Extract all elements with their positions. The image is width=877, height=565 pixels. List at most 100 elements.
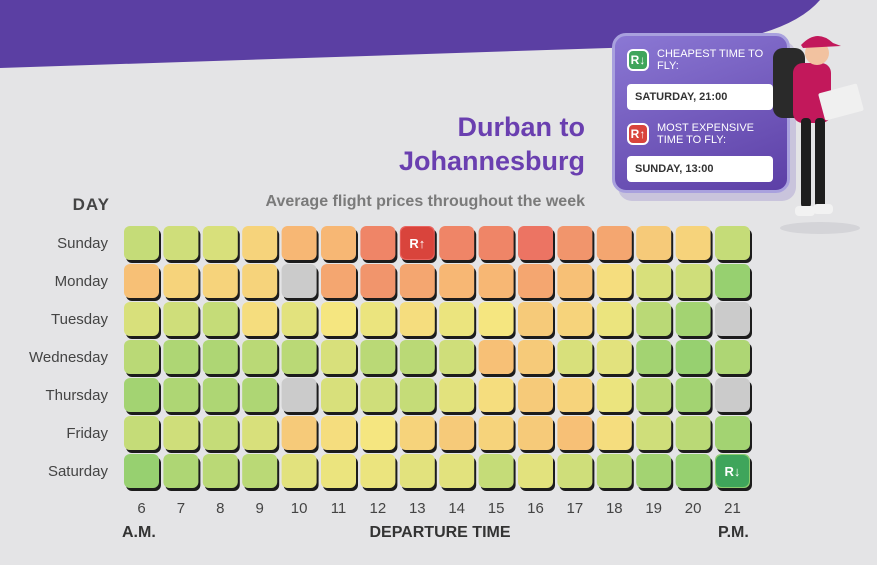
hour-tick-18: 18 bbox=[606, 500, 623, 517]
expensive-value: SUNDAY, 13:00 bbox=[627, 156, 773, 182]
heatmap-cell-tuesday-17 bbox=[557, 302, 593, 336]
heatmap-cell-thursday-12 bbox=[360, 378, 396, 412]
heatmap-cell-tuesday-15 bbox=[478, 302, 514, 336]
heatmap-cell-monday-8 bbox=[202, 264, 238, 298]
cheapest-marker-icon bbox=[716, 455, 749, 487]
price-info-card: R↓ CHEAPEST TIME TO FLY: SATURDAY, 21:00… bbox=[612, 33, 790, 193]
expensive-label: MOST EXPENSIVE TIME TO FLY: bbox=[657, 122, 754, 146]
row-label-sunday: Sunday bbox=[57, 235, 108, 252]
heatmap-cell-wednesday-10 bbox=[281, 340, 317, 374]
heatmap-cell-thursday-6 bbox=[124, 378, 159, 412]
heatmap-cell-friday-20 bbox=[675, 416, 711, 450]
heatmap-cell-monday-18 bbox=[596, 264, 632, 298]
heatmap-cell-wednesday-21 bbox=[715, 340, 750, 374]
expensive-header: R↑ MOST EXPENSIVE TIME TO FLY: bbox=[627, 122, 767, 146]
heatmap-cell-monday-13 bbox=[399, 264, 435, 298]
heatmap-cell-saturday-10 bbox=[281, 454, 317, 488]
title-line-2: Johannesburg bbox=[398, 146, 585, 176]
heatmap-cell-thursday-17 bbox=[557, 378, 593, 412]
hour-tick-7: 7 bbox=[177, 500, 185, 517]
heatmap-cell-tuesday-11 bbox=[321, 302, 356, 336]
heatmap-cell-monday-11 bbox=[321, 264, 356, 298]
heatmap-cell-saturday-13 bbox=[399, 454, 435, 488]
traveler-illustration bbox=[773, 35, 864, 234]
heatmap-cell-friday-15 bbox=[478, 416, 514, 450]
row-label-wednesday: Wednesday bbox=[29, 349, 108, 366]
heatmap-cell-wednesday-20 bbox=[675, 340, 711, 374]
heatmap-cell-monday-16 bbox=[518, 264, 553, 298]
header-banner bbox=[0, 0, 820, 68]
heatmap-cell-wednesday-8 bbox=[202, 340, 238, 374]
heatmap-cell-thursday-18 bbox=[596, 378, 632, 412]
title-line-1: Durban to bbox=[457, 112, 586, 142]
heatmap-cell-thursday-7 bbox=[163, 378, 199, 412]
heatmap-cell-friday-16 bbox=[518, 416, 553, 450]
heatmap-cell-tuesday-8 bbox=[202, 302, 238, 336]
heatmap-cell-friday-8 bbox=[202, 416, 238, 450]
am-label: A.M. bbox=[122, 524, 156, 541]
heatmap-cell-thursday-20 bbox=[675, 378, 711, 412]
heatmap-cell-friday-17 bbox=[557, 416, 593, 450]
heatmap-cell-sunday-9 bbox=[242, 226, 278, 260]
heatmap-cell-sunday-14 bbox=[439, 226, 475, 260]
heatmap-cell-sunday-6 bbox=[124, 226, 159, 260]
heatmap-cell-friday-19 bbox=[636, 416, 672, 450]
marker-glyph: R↓ bbox=[725, 464, 741, 479]
heatmap-cell-tuesday-7 bbox=[163, 302, 199, 336]
x-axis-title: DEPARTURE TIME bbox=[369, 524, 511, 541]
heatmap-cell-sunday-19 bbox=[636, 226, 672, 260]
heatmap-cell-wednesday-18 bbox=[596, 340, 632, 374]
heatmap-cell-tuesday-19 bbox=[636, 302, 672, 336]
cheapest-label: CHEAPEST TIME TO FLY: bbox=[657, 48, 764, 72]
hour-tick-6: 6 bbox=[137, 500, 145, 517]
heatmap-cell-monday-12 bbox=[360, 264, 396, 298]
heatmap-cell-saturday-15 bbox=[478, 454, 514, 488]
heatmap-cell-sunday-15 bbox=[478, 226, 514, 260]
row-label-saturday: Saturday bbox=[48, 463, 109, 480]
heatmap-cell-saturday-11 bbox=[321, 454, 356, 488]
heatmap-cell-sunday-20 bbox=[675, 226, 711, 260]
heatmap-cell-tuesday-20 bbox=[675, 302, 711, 336]
heatmap-cell-monday-21 bbox=[715, 264, 750, 298]
heatmap-cell-friday-10 bbox=[281, 416, 317, 450]
pm-label: P.M. bbox=[718, 524, 749, 541]
heatmap-cell-thursday-14 bbox=[439, 378, 475, 412]
heatmap-cell-monday-19 bbox=[636, 264, 672, 298]
heatmap-cell-sunday-12 bbox=[360, 226, 396, 260]
hour-tick-13: 13 bbox=[409, 500, 426, 517]
heatmap-cell-thursday-8 bbox=[202, 378, 238, 412]
heatmap-cell-wednesday-12 bbox=[360, 340, 396, 374]
heatmap-cell-thursday-10 bbox=[281, 378, 317, 412]
heatmap-cell-tuesday-12 bbox=[360, 302, 396, 336]
heatmap-cell-tuesday-16 bbox=[518, 302, 553, 336]
heatmap-cell-wednesday-13 bbox=[399, 340, 435, 374]
heatmap-cell-monday-14 bbox=[439, 264, 475, 298]
heatmap-cell-thursday-19 bbox=[636, 378, 672, 412]
heatmap-cell-monday-6 bbox=[124, 264, 159, 298]
chart-subtitle: Average flight prices throughout the wee… bbox=[265, 193, 585, 210]
day-axis-title: DAY bbox=[72, 195, 110, 214]
heatmap-cell-friday-13 bbox=[399, 416, 435, 450]
row-label-monday: Monday bbox=[55, 273, 109, 290]
heatmap-cell-sunday-7 bbox=[163, 226, 199, 260]
heatmap-cell-saturday-19 bbox=[636, 454, 672, 488]
heatmap-cell-thursday-21 bbox=[715, 378, 750, 412]
cheap-badge-icon: R↓ bbox=[627, 49, 649, 71]
heatmap-cell-tuesday-18 bbox=[596, 302, 632, 336]
heatmap-cell-friday-6 bbox=[124, 416, 159, 450]
hour-tick-21: 21 bbox=[724, 500, 741, 517]
heatmap-cell-monday-10 bbox=[281, 264, 317, 298]
heatmap-cell-friday-18 bbox=[596, 416, 632, 450]
heatmap-cell-thursday-9 bbox=[242, 378, 278, 412]
heatmap-cell-tuesday-6 bbox=[124, 302, 159, 336]
heatmap-cell-saturday-9 bbox=[242, 454, 278, 488]
heatmap-cell-sunday-16 bbox=[518, 226, 553, 260]
heatmap-cell-friday-14 bbox=[439, 416, 475, 450]
hour-tick-16: 16 bbox=[527, 500, 544, 517]
marker-glyph: R↑ bbox=[409, 236, 425, 251]
heatmap-cell-wednesday-7 bbox=[163, 340, 199, 374]
heatmap-cell-monday-20 bbox=[675, 264, 711, 298]
heatmap-cell-wednesday-15 bbox=[478, 340, 514, 374]
hour-tick-10: 10 bbox=[291, 500, 308, 517]
